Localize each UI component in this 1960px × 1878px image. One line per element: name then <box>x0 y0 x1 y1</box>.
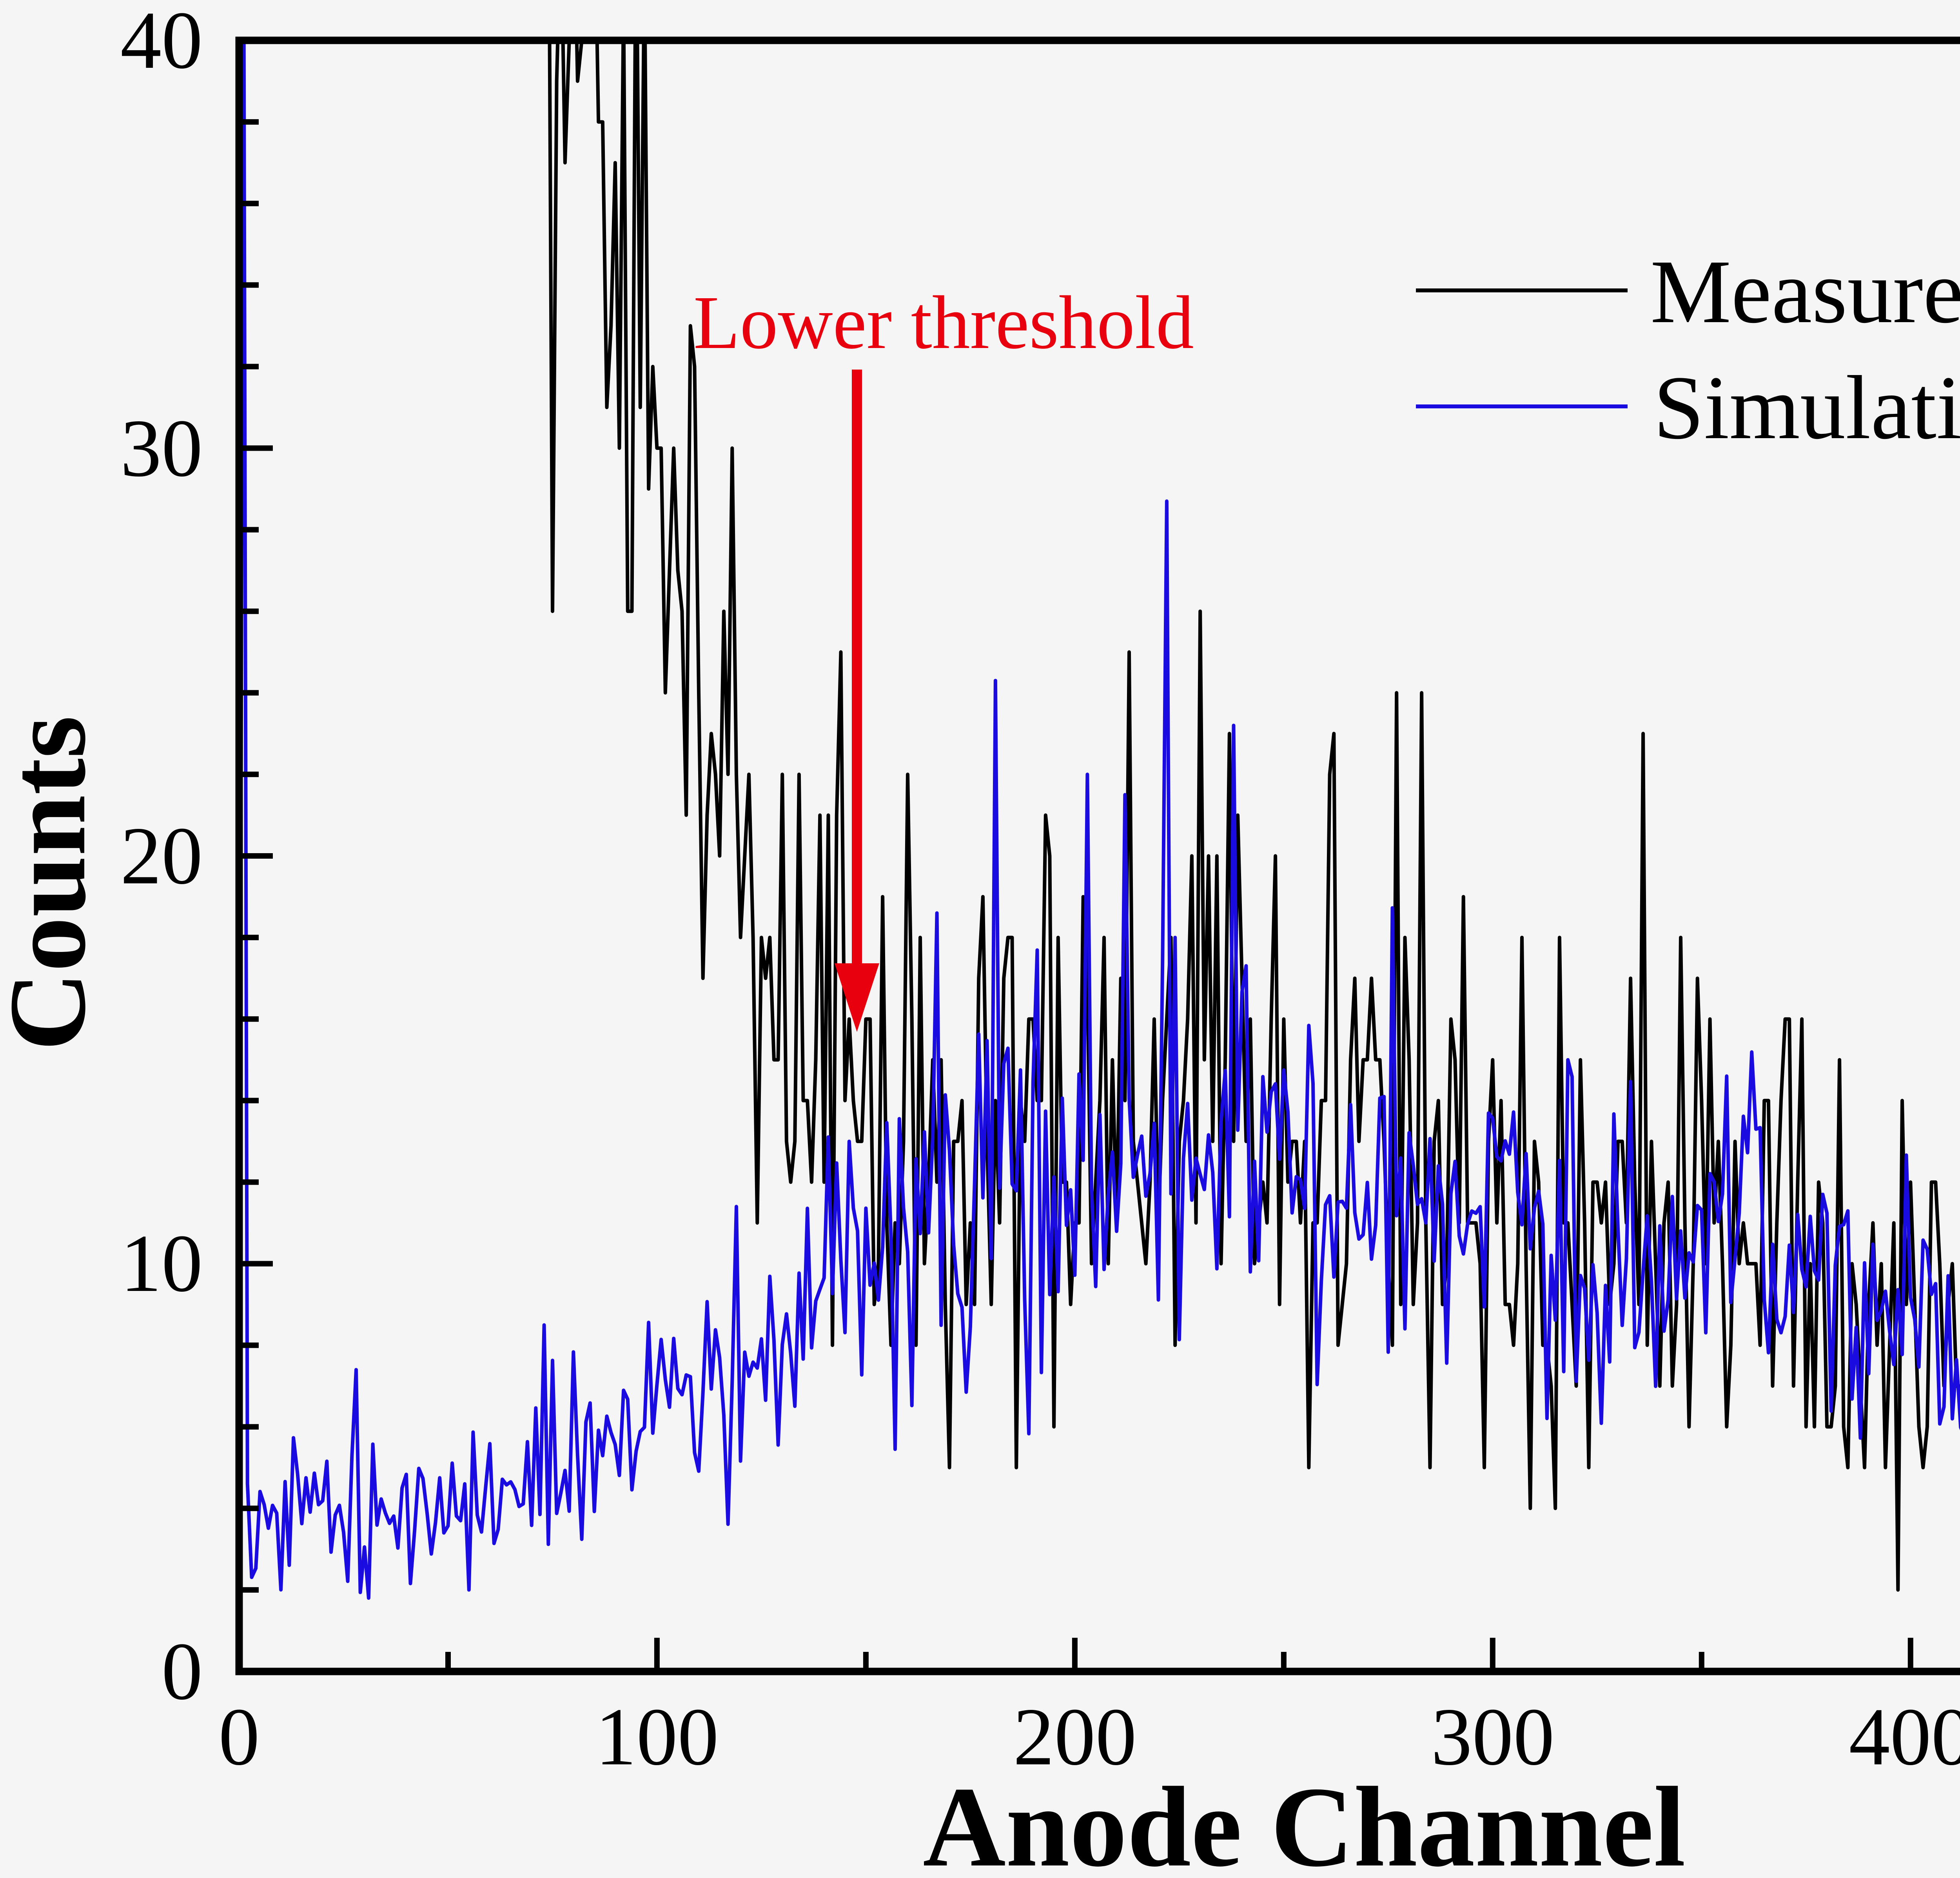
svg-text:0: 0 <box>162 1626 203 1717</box>
svg-text:20: 20 <box>120 810 203 901</box>
svg-text:400: 400 <box>1849 1691 1960 1782</box>
svg-text:Simulation: Simulation <box>1653 357 1960 458</box>
svg-text:Counts: Counts <box>0 716 108 1051</box>
svg-text:40: 40 <box>120 0 203 86</box>
svg-text:Measurement: Measurement <box>1650 241 1960 342</box>
svg-text:30: 30 <box>120 403 203 494</box>
svg-text:0: 0 <box>219 1691 260 1782</box>
svg-text:200: 200 <box>1013 1691 1137 1782</box>
svg-text:Anode Channel: Anode Channel <box>923 1764 1686 1878</box>
svg-text:10: 10 <box>120 1218 203 1309</box>
svg-text:300: 300 <box>1431 1691 1555 1782</box>
svg-text:Lower threshold: Lower threshold <box>693 280 1194 364</box>
svg-text:100: 100 <box>595 1691 719 1782</box>
